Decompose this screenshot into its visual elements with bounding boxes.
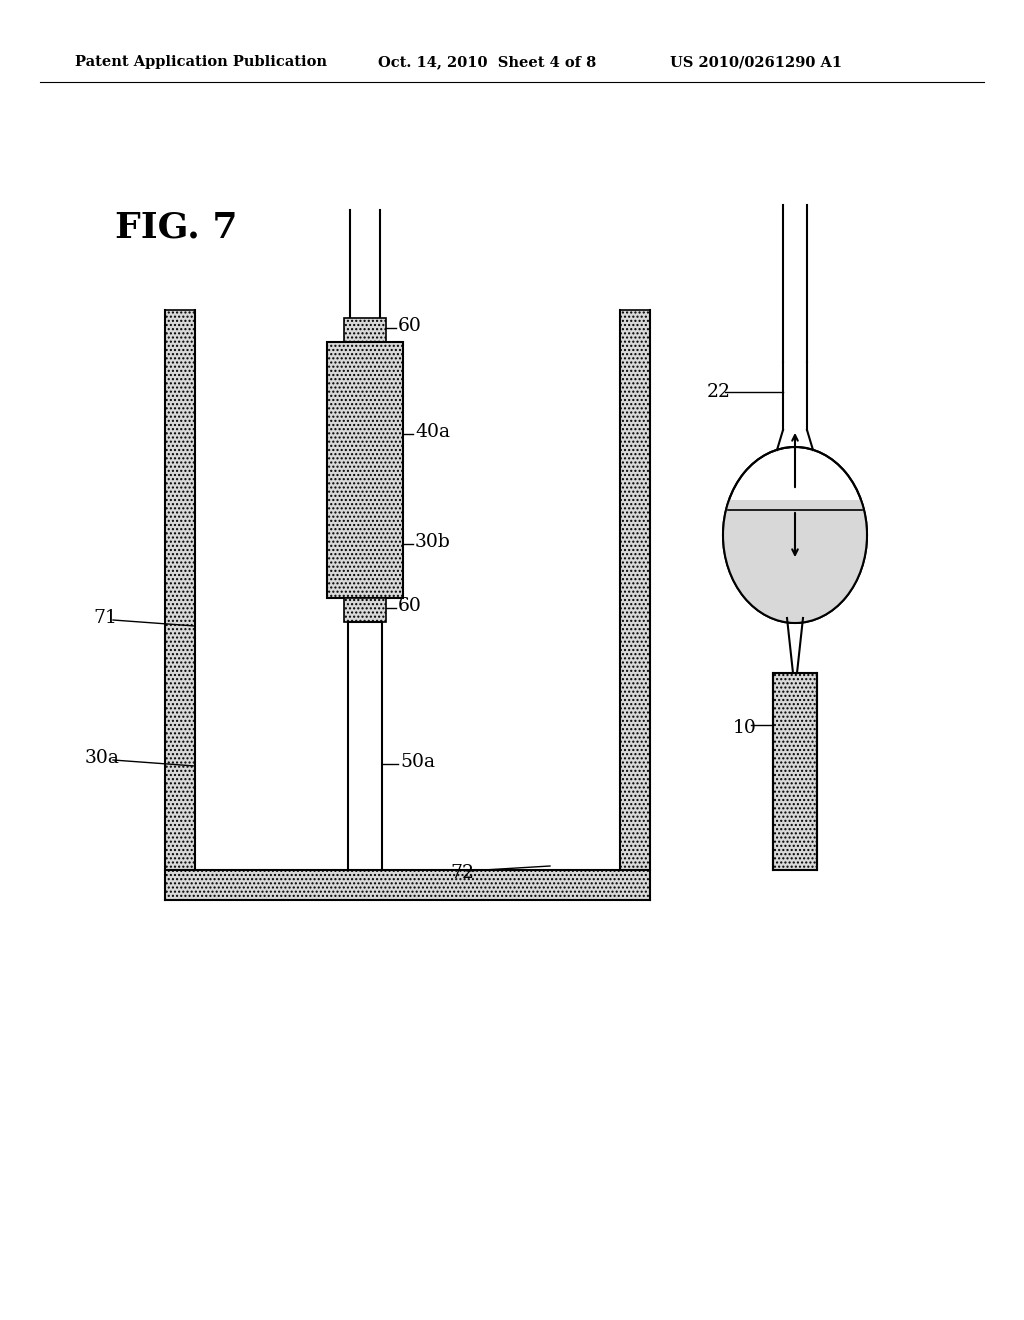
Text: Patent Application Publication: Patent Application Publication [75, 55, 327, 69]
Bar [348, 622, 382, 870]
Bar [327, 342, 403, 598]
Text: 72: 72 [450, 865, 474, 882]
Text: 40a: 40a [415, 422, 450, 441]
Text: 30a: 30a [85, 748, 120, 767]
Text: 50a: 50a [400, 752, 435, 771]
Bar [723, 500, 867, 623]
Bar [165, 310, 195, 900]
Text: 30b: 30b [415, 533, 451, 550]
Text: 22: 22 [707, 383, 731, 401]
Bar [344, 318, 386, 342]
Bar [620, 310, 650, 900]
Text: 10: 10 [733, 719, 757, 737]
Text: FIG. 7: FIG. 7 [115, 211, 238, 246]
Ellipse shape [723, 447, 867, 623]
Text: US 2010/0261290 A1: US 2010/0261290 A1 [670, 55, 842, 69]
Text: 71: 71 [93, 609, 117, 627]
Bar [344, 598, 386, 622]
Bar [165, 870, 650, 900]
Text: 60: 60 [398, 597, 422, 615]
Text: Oct. 14, 2010  Sheet 4 of 8: Oct. 14, 2010 Sheet 4 of 8 [378, 55, 596, 69]
Text: 60: 60 [398, 317, 422, 335]
Bar [773, 673, 817, 870]
